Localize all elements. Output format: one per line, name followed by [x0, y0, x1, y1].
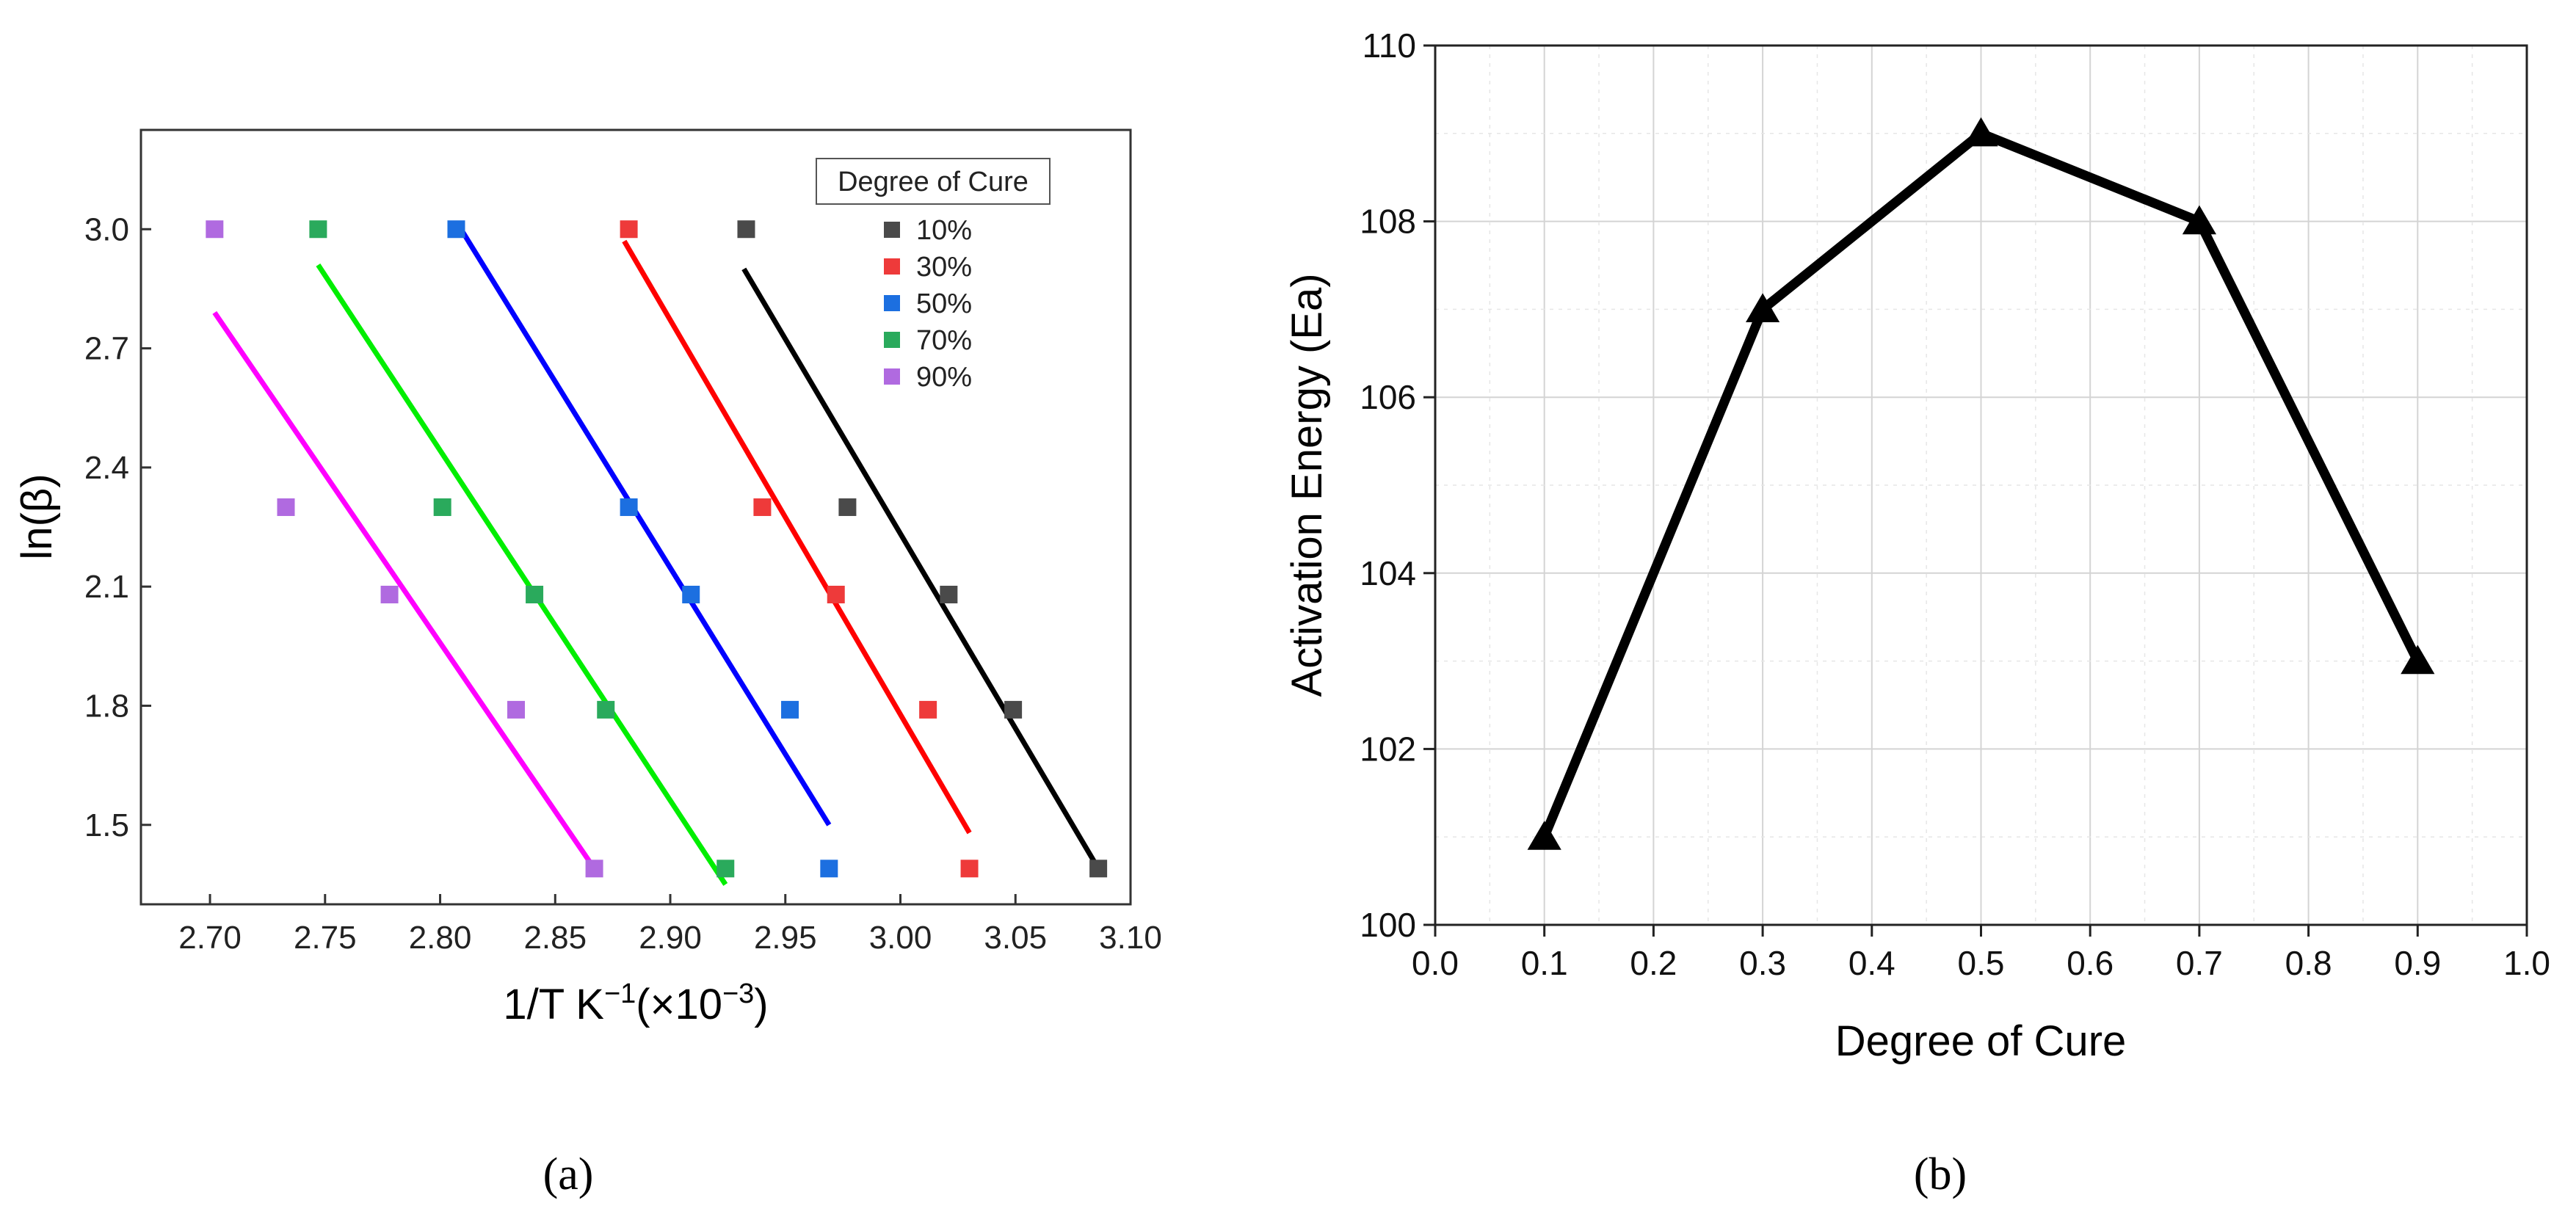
- panel-a-legend-label: 10%: [916, 215, 972, 246]
- panel-a-x-tick-label: 3.05: [984, 920, 1047, 956]
- panel-a-data-points: [206, 220, 1108, 878]
- panel-a-y-tick-label: 2.1: [84, 569, 129, 605]
- panel-a-point-series-90pct: [380, 586, 399, 603]
- panel-a-point-series-90pct: [507, 700, 525, 719]
- panel-a-point-series-10pct: [1089, 860, 1108, 878]
- panel-a-point-series-10pct: [1004, 700, 1023, 719]
- panel-a-caption: (a): [543, 1149, 594, 1199]
- panel-a-legend-title: Degree of Cure: [838, 167, 1028, 197]
- panel-a-legend-marker: [884, 332, 900, 348]
- panel-a-point-series-10pct: [737, 220, 755, 239]
- panel-b-y-tick-label: 100: [1360, 906, 1416, 944]
- panel-a-x-tick-label: 2.75: [294, 920, 357, 956]
- panel-b-point-marker: [2401, 644, 2435, 675]
- panel-b-caption: (b): [1914, 1149, 1967, 1199]
- panel-a-fit-line-series-30pct: [622, 239, 972, 835]
- panel-a-x-tick-label: 2.70: [178, 920, 242, 956]
- panel-b-x-tick-label: 0.1: [1521, 944, 1568, 982]
- panel-a-x-tick-label: 2.80: [409, 920, 472, 956]
- panel-b-x-tick-label: 0.7: [2176, 944, 2223, 982]
- panel-a-point-series-90pct: [585, 860, 603, 878]
- panel-b-y-ticks: 100 102 104 106 108 110: [1360, 26, 1435, 944]
- panel-a-point-series-70pct: [309, 220, 327, 239]
- panel-b-x-tick-label: 0.6: [2067, 944, 2114, 982]
- panel-a-x-tick-label: 3.10: [1099, 920, 1162, 956]
- panel-b-x-tick-label: 0.0: [1412, 944, 1459, 982]
- panel-a-y-tick-label: 2.4: [84, 450, 129, 486]
- panel-a-x-tick-label: 2.85: [523, 920, 587, 956]
- panel-b-y-tick-label: 108: [1360, 203, 1416, 241]
- panel-a-point-series-30pct: [753, 498, 772, 516]
- panel-a-legend-marker: [884, 258, 900, 275]
- panel-a-point-series-10pct: [940, 586, 958, 603]
- panel-a-legend-label: 50%: [916, 288, 972, 319]
- panel-b-y-tick-label: 110: [1363, 26, 1416, 65]
- panel-a-legend-title-box: [816, 158, 1051, 205]
- panel-b-x-tick-label: 0.4: [1848, 944, 1895, 982]
- panel-a-point-series-50pct: [781, 700, 799, 719]
- panel-a-plot-frame: [139, 128, 1132, 906]
- panel-b-x-tick-label: 0.3: [1739, 944, 1786, 982]
- panel-a-point-series-10pct: [838, 498, 857, 516]
- panel-b-x-tick-label: 1.0: [2503, 944, 2550, 982]
- panel-a-point-series-50pct: [682, 586, 700, 603]
- panel-b-y-axis-title: Activation Energy (Ea): [1283, 273, 1331, 697]
- panel-b-point-marker: [2182, 205, 2216, 235]
- panel-a-x-tick-label: 2.90: [639, 920, 702, 956]
- panel-b-grid: [1434, 45, 2528, 926]
- panel-b-point-marker: [1527, 821, 1561, 850]
- panel-a-point-series-50pct: [820, 860, 838, 878]
- panel-b-x-axis-title: Degree of Cure: [1835, 1017, 2127, 1065]
- panel-a-fit-line-series-70pct: [316, 264, 728, 886]
- panel-a-point-series-90pct: [206, 220, 224, 239]
- panel-a-point-series-90pct: [277, 498, 295, 516]
- panel-a-y-ticks: 1.5 1.8 2.1 2.4 2.7 3.0: [84, 211, 151, 843]
- panel-b-x-tick-label: 0.5: [1958, 944, 2005, 982]
- panel-a-legend-label: 30%: [916, 252, 972, 283]
- panel-a-point-series-70pct: [526, 586, 544, 603]
- panel-b-y-tick-label: 106: [1360, 378, 1416, 416]
- panel-a-point-series-70pct: [433, 498, 451, 516]
- panel-a-point-series-50pct: [447, 220, 465, 239]
- panel-b-x-tick-label: 0.8: [2285, 944, 2332, 982]
- panel-a-x-tick-label: 3.00: [869, 920, 932, 956]
- panel-a-legend-marker: [884, 295, 900, 311]
- panel-b: 0.0 0.1 0.2 0.3 0.4 0.5 0.6 0.7 0.8 0.9 1.0 100 102…: [1283, 26, 2550, 1199]
- panel-a-fit-lines: [212, 224, 1101, 886]
- panel-a-legend-label: 70%: [916, 325, 972, 356]
- panel-a-point-series-30pct: [620, 220, 638, 239]
- panel-a: 2.70 2.75 2.80 2.85 2.90 2.95 3.00 3.05 3.10 1.5…: [13, 128, 1162, 1199]
- panel-a-y-tick-label: 1.8: [84, 688, 129, 724]
- panel-a-legend-items: 10% 30% 50% 70% 90%: [884, 215, 972, 393]
- panel-a-fit-line-series-10pct: [741, 267, 1101, 871]
- panel-a-y-axis-title: ln(β): [13, 473, 61, 559]
- panel-a-point-series-50pct: [620, 498, 638, 516]
- panel-a-legend-marker: [884, 368, 900, 385]
- panel-a-fit-line-series-90pct: [212, 310, 597, 871]
- panel-a-x-axis-title: 1/T K−1(×10−3): [503, 978, 768, 1028]
- panel-a-point-series-30pct: [827, 586, 845, 603]
- panel-a-point-series-30pct: [919, 700, 937, 719]
- panel-a-fit-line-series-50pct: [456, 224, 832, 826]
- panel-a-x-tick-label: 2.95: [754, 920, 817, 956]
- panel-b-x-ticks: 0.0 0.1 0.2 0.3 0.4 0.5 0.6 0.7 0.8 0.9 1.0: [1412, 925, 2550, 982]
- panel-a-legend: Degree of Cure 10% 30% 50% 70% 90%: [816, 158, 1051, 393]
- panel-a-point-series-70pct: [716, 860, 735, 878]
- panel-a-y-tick-label: 3.0: [84, 211, 129, 247]
- panel-a-y-tick-label: 1.5: [84, 807, 129, 843]
- panel-b-point-marker: [1746, 293, 1780, 322]
- panel-b-x-tick-label: 0.9: [2394, 944, 2441, 982]
- panel-b-y-tick-label: 104: [1360, 554, 1416, 592]
- panel-b-point-marker: [1964, 117, 1998, 147]
- panel-a-legend-marker: [884, 222, 900, 238]
- panel-a-point-series-70pct: [597, 700, 615, 719]
- panel-a-legend-label: 90%: [916, 362, 972, 393]
- panel-a-x-ticks: 2.70 2.75 2.80 2.85 2.90 2.95 3.00 3.05 3.10: [178, 894, 1162, 956]
- panel-b-y-tick-label: 102: [1360, 730, 1416, 768]
- panel-b-x-tick-label: 0.2: [1630, 944, 1677, 982]
- panel-a-y-tick-label: 2.7: [84, 331, 129, 367]
- panel-a-point-series-30pct: [960, 860, 979, 878]
- panel-b-series: [1527, 117, 2435, 850]
